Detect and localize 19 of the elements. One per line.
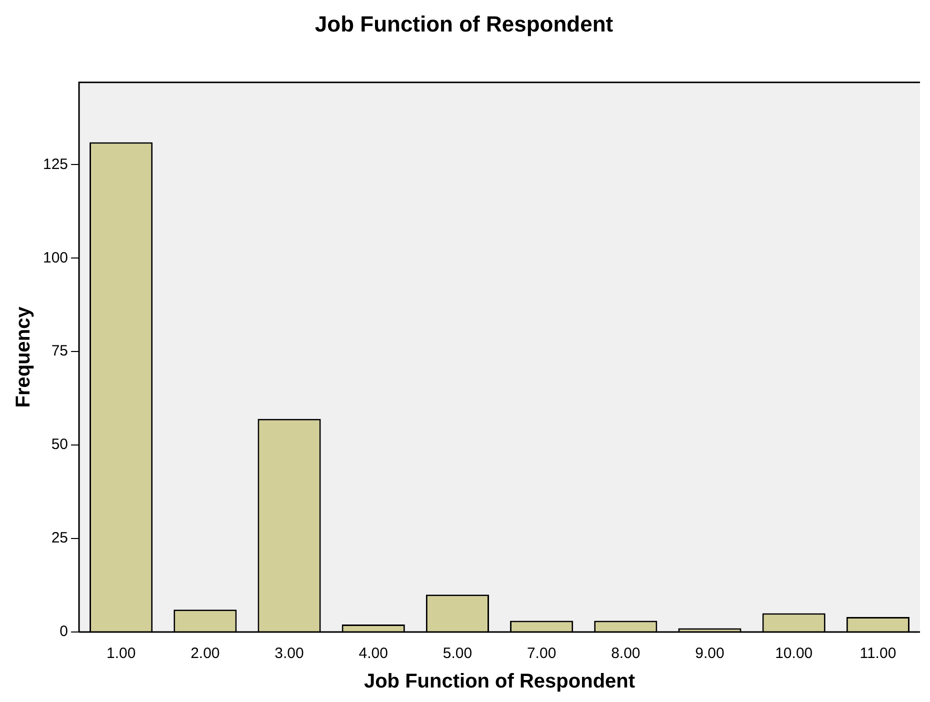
- x-tick-label: 5.00: [442, 645, 472, 662]
- x-tick-label: 10.00: [775, 645, 813, 662]
- y-tick-label: 100: [42, 249, 68, 266]
- x-tick-label: 11.00: [860, 645, 896, 662]
- chart-title: Job Function of Respondent: [314, 11, 614, 36]
- y-tick-label: 0: [60, 623, 68, 640]
- x-axis-title: Job Function of Respondent: [364, 670, 636, 693]
- y-tick-label: 50: [51, 436, 68, 454]
- x-tick-label: 2.00: [190, 645, 220, 662]
- x-tick-label: 9.00: [695, 645, 724, 662]
- y-tick-label: 125: [42, 156, 68, 173]
- x-tick-label: 1.00: [106, 645, 136, 662]
- x-tick-label: 7.00: [526, 645, 556, 662]
- y-tick-label: 25: [51, 530, 68, 547]
- y-tick-label: 75: [51, 342, 68, 360]
- x-tick-label: 8.00: [611, 645, 640, 662]
- x-tick-label: 3.00: [274, 645, 304, 662]
- x-tick-label: 4.00: [358, 645, 388, 662]
- y-axis-title: Frequency: [12, 306, 35, 408]
